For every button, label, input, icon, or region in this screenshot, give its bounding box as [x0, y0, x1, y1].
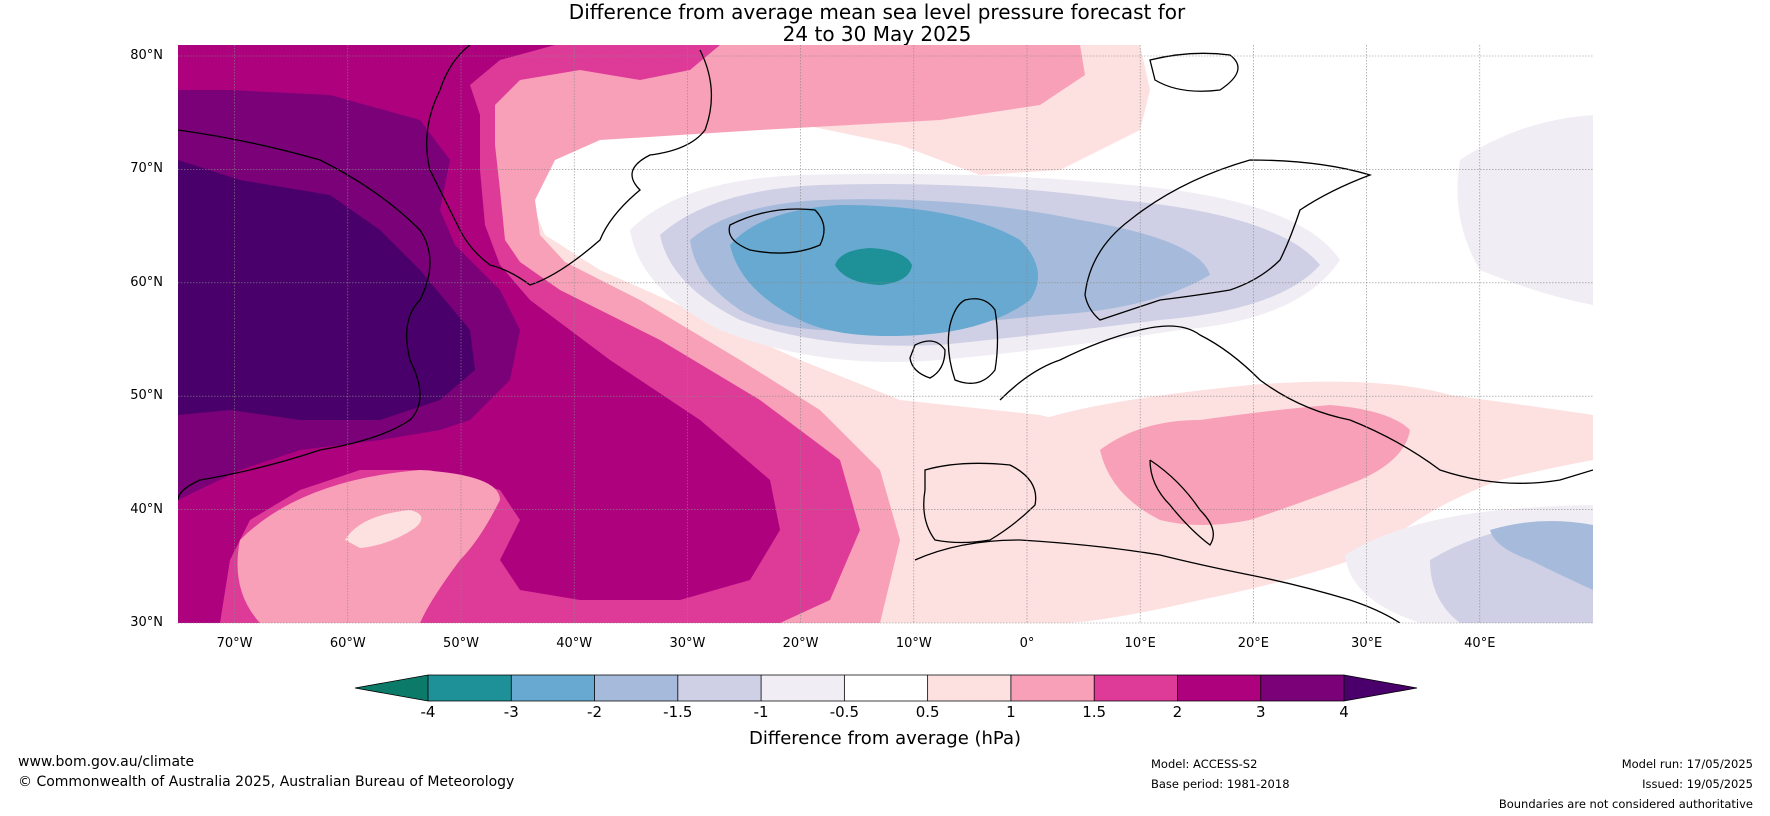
colorbar-swatch	[1177, 675, 1262, 701]
map-title-line2: 24 to 30 May 2025	[782, 22, 972, 46]
longitude-label: 30°W	[669, 636, 706, 651]
colorbar-tick-label: 1	[1006, 703, 1016, 721]
colorbar-swatch	[511, 675, 596, 701]
longitude-label: 20°W	[782, 636, 819, 651]
colorbar-swatch	[1260, 675, 1345, 701]
latitude-label: 60°N	[130, 274, 163, 290]
italy-coast	[1149, 459, 1214, 546]
colorbar-tick-label: -1	[753, 703, 769, 721]
colorbar-swatch	[428, 675, 512, 701]
north-africa-coast	[914, 539, 1401, 623]
colorbar-tick-label: 3	[1255, 703, 1266, 721]
map-title-line1: Difference from average mean sea level p…	[568, 0, 1186, 24]
longitude-label: 10°W	[895, 636, 932, 651]
latitude-label: 70°N	[130, 161, 163, 177]
colorbar-extend-low	[355, 675, 428, 701]
colorbar-swatch	[594, 675, 679, 701]
colorbar-extend-high	[1344, 675, 1417, 701]
footer-disclaimer: Boundaries are not considered authoritat…	[1498, 797, 1753, 811]
anomaly-field	[178, 45, 1593, 623]
colorbar-tick-label: 2	[1172, 703, 1183, 721]
anomaly-1-1.5-east	[1100, 405, 1410, 525]
colorbar-swatch	[1010, 675, 1095, 701]
colorbar-swatch	[844, 675, 929, 701]
footer-website: www.bom.gov.au/climate	[18, 754, 195, 770]
longitude-label: 30°E	[1350, 636, 1383, 651]
colorbar-tick-label: 0.5	[915, 703, 940, 721]
longitude-label: 40°E	[1464, 636, 1496, 651]
british-isles-coast	[947, 298, 999, 384]
longitude-label: 10°E	[1124, 636, 1156, 651]
iberia-coast	[923, 462, 1037, 544]
longitude-label: 0°	[1019, 636, 1035, 651]
colorbar-label: Difference from average (hPa)	[748, 728, 1022, 749]
anomaly-neg1.5-se	[1490, 521, 1593, 590]
ireland-coast	[909, 340, 946, 379]
colorbar-swatch	[1094, 675, 1178, 701]
footer-issued: Issued: 19/05/2025	[1642, 777, 1753, 791]
footer-base-period: Base period: 1981-2018	[1151, 777, 1290, 791]
longitude-label: 60°W	[329, 636, 366, 651]
longitude-label: 50°W	[443, 636, 479, 651]
footer-model: Model: ACCESS-S2	[1151, 757, 1258, 771]
scandinavia-coast	[1084, 159, 1373, 321]
latitude-label: 40°N	[130, 501, 163, 517]
footer-copyright: © Commonwealth of Australia 2025, Austra…	[18, 774, 515, 790]
colorbar-tick-label: 1.5	[1082, 703, 1107, 721]
colorbar-tick-label: -4	[420, 703, 436, 721]
latitude-label: 50°N	[130, 388, 163, 404]
colorbar-tick-label: -2	[587, 703, 603, 721]
latitude-label: 80°N	[130, 48, 163, 63]
footer-model-run: Model run: 17/05/2025	[1621, 757, 1753, 771]
iceland-coast	[728, 208, 825, 254]
colorbar-tick-label: -3	[503, 703, 519, 721]
canada-coast	[178, 129, 431, 501]
colorbar-swatch	[677, 675, 762, 701]
colorbar-tick-label: 4	[1339, 703, 1349, 721]
longitude-label: 70°W	[216, 636, 253, 651]
coastlines	[178, 45, 1593, 623]
longitude-label: 20°E	[1237, 636, 1270, 651]
gridlines	[178, 45, 1593, 624]
anomaly-neg-ne	[1457, 115, 1593, 305]
longitude-label: 40°W	[556, 636, 593, 651]
europe-coast	[999, 325, 1593, 484]
anomaly-0.5-1-blob	[345, 510, 422, 548]
anomaly-gt4-west	[178, 160, 475, 420]
colorbar-swatch	[761, 675, 845, 701]
colorbar-tick-label: -0.5	[829, 703, 859, 721]
svalbard-coast	[1149, 52, 1239, 92]
colorbar-swatch	[927, 675, 1012, 701]
colorbar-tick-label: -1.5	[663, 703, 693, 721]
anomaly-neg3-4	[835, 248, 912, 285]
greenland-coast	[426, 45, 713, 286]
latitude-label: 30°N	[130, 615, 163, 630]
